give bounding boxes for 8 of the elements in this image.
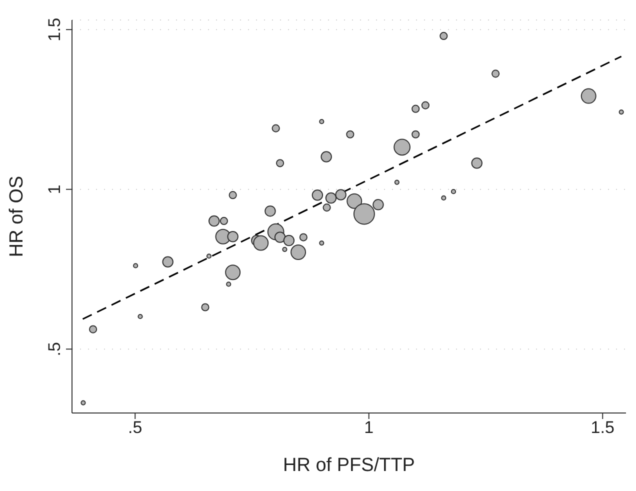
x-tick-label: 1	[364, 418, 374, 438]
x-tick-label: .5	[128, 418, 142, 438]
y-axis-title: HR of OS	[6, 176, 28, 258]
x-axis-title: HR of PFS/TTP	[283, 455, 415, 476]
y-tick-label: .5	[45, 342, 64, 356]
x-tick-label: 1.5	[590, 418, 614, 438]
y-tick-label: 1	[45, 184, 64, 194]
y-tick-label: 1.5	[45, 18, 64, 42]
